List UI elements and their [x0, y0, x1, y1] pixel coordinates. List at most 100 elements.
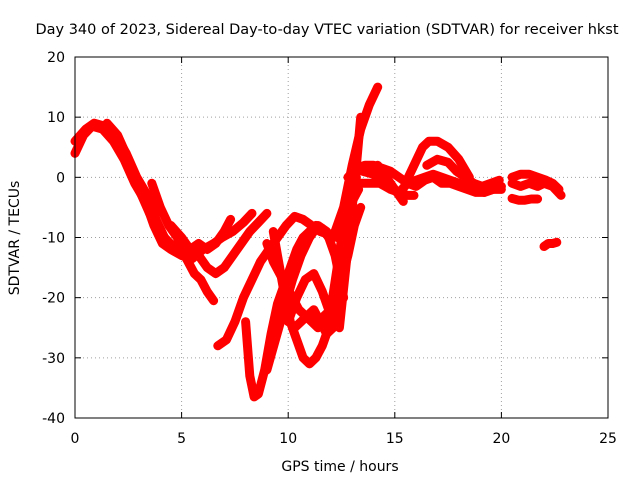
data-point: [290, 323, 299, 332]
data-point: [437, 173, 446, 182]
data-point: [429, 170, 438, 179]
x-tick-label: 10: [279, 431, 297, 447]
data-point: [98, 125, 107, 134]
data-point: [433, 137, 442, 146]
data-point: [326, 311, 335, 320]
data-point: [213, 341, 222, 350]
data-point: [369, 170, 378, 179]
data-point: [220, 263, 229, 272]
series-sat-03: [102, 118, 219, 306]
data-point: [296, 251, 305, 260]
data-point: [177, 245, 186, 254]
data-point: [250, 392, 259, 401]
data-point: [356, 203, 365, 212]
series-sat-17: [422, 154, 504, 191]
data-point: [305, 233, 314, 242]
data-point: [282, 221, 291, 230]
data-point: [230, 317, 239, 326]
data-point: [203, 287, 212, 296]
data-point: [552, 238, 561, 247]
data-point: [209, 296, 218, 305]
data-point: [311, 353, 320, 362]
y-tick-label: -10: [42, 231, 65, 247]
data-point: [211, 269, 220, 278]
y-tick-label: 20: [47, 50, 65, 66]
data-point: [486, 179, 495, 188]
data-point: [318, 287, 327, 296]
data-point: [269, 257, 278, 266]
data-point: [516, 170, 525, 179]
data-point: [173, 233, 182, 242]
data-point: [303, 311, 312, 320]
data-point: [384, 182, 393, 191]
data-point: [452, 167, 461, 176]
data-point: [365, 101, 374, 110]
data-point: [373, 161, 382, 170]
data-point: [271, 335, 280, 344]
data-point: [237, 239, 246, 248]
data-point: [145, 209, 154, 218]
data-point: [533, 182, 542, 191]
y-tick-label: -40: [42, 411, 65, 427]
data-point: [262, 209, 271, 218]
data-point: [358, 167, 367, 176]
data-point: [352, 164, 361, 173]
data-point: [194, 239, 203, 248]
data-point: [228, 227, 237, 236]
y-tick-label: -30: [42, 351, 65, 367]
data-point: [203, 263, 212, 272]
data-point: [134, 185, 143, 194]
data-point: [245, 371, 254, 380]
y-tick-label: 0: [56, 170, 65, 186]
data-point: [299, 215, 308, 224]
data-point: [88, 122, 97, 131]
data-point: [395, 173, 404, 182]
x-tick-label: 25: [599, 431, 617, 447]
data-point: [247, 209, 256, 218]
data-point: [454, 155, 463, 164]
data-point: [331, 227, 340, 236]
data-point: [290, 212, 299, 221]
data-point: [354, 179, 363, 188]
data-point: [318, 341, 327, 350]
data-point: [292, 293, 301, 302]
series-trail: [401, 136, 474, 188]
data-point: [341, 263, 350, 272]
data-point: [247, 275, 256, 284]
data-point: [335, 323, 344, 332]
data-point: [239, 293, 248, 302]
data-point: [307, 317, 316, 326]
data-point: [262, 365, 271, 374]
data-point: [444, 143, 453, 152]
data-point: [365, 179, 374, 188]
data-point: [241, 317, 250, 326]
data-point: [256, 257, 265, 266]
data-point: [190, 269, 199, 278]
data-point: [222, 335, 231, 344]
data-point: [284, 317, 293, 326]
x-tick-label: 15: [386, 431, 404, 447]
data-point: [409, 191, 418, 200]
series-trail: [262, 221, 349, 375]
data-point: [401, 179, 410, 188]
data-point: [412, 176, 421, 185]
data-point: [209, 239, 218, 248]
axis-ticks: 0 5 10 15 20 25 -40 -30 -20 -10 0 10 20: [42, 50, 617, 447]
data-point: [540, 179, 549, 188]
chart-title: Day 340 of 2023, Sidereal Day-to-day VTE…: [35, 22, 618, 38]
data-point: [288, 275, 297, 284]
data-point: [525, 179, 534, 188]
data-point: [469, 179, 478, 188]
data-point: [343, 185, 352, 194]
data-point: [79, 131, 88, 140]
series-sat-04: [166, 208, 272, 279]
series-sat-18: [358, 166, 419, 200]
data-point: [273, 299, 282, 308]
data-point: [386, 167, 395, 176]
data-point: [262, 239, 271, 248]
x-tick-label: 0: [71, 431, 80, 447]
data-point: [548, 239, 557, 248]
data-point: [269, 227, 278, 236]
data-point: [275, 269, 284, 278]
data-point: [348, 203, 357, 212]
